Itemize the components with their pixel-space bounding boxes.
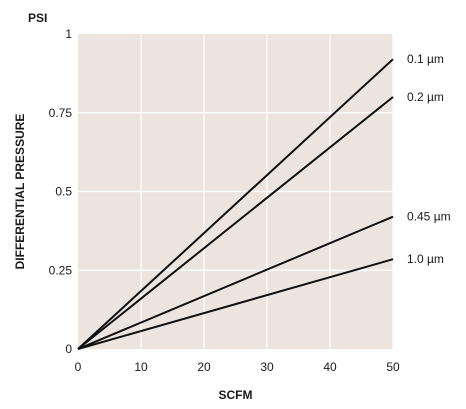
axis-layer: 0 10 20 30 40 50 0 0.25 0.5 0.75 1	[49, 27, 400, 374]
grid-layer	[78, 34, 394, 349]
x-tick-label: 0	[75, 360, 82, 374]
series-label: 0.1 µm	[407, 52, 444, 66]
label-layer: 0.1 µm 0.2 µm 0.45 µm 1.0 µm	[407, 52, 451, 266]
y-tick-label: 0.25	[49, 263, 73, 277]
x-tick-label: 20	[197, 360, 211, 374]
series-line	[77, 58, 394, 350]
series-line	[77, 258, 394, 350]
y-axis-title: DIFFERENTIAL PRESSURE	[13, 114, 27, 270]
series-layer	[77, 58, 394, 350]
series-line	[77, 96, 394, 350]
y-tick-label: 1	[65, 27, 72, 41]
x-tick-label: 40	[323, 360, 337, 374]
y-tick-label: 0.5	[55, 185, 72, 199]
x-tick-label: 30	[260, 360, 274, 374]
x-tick-label: 10	[134, 360, 148, 374]
x-tick-label: 50	[386, 360, 400, 374]
y-units-label: PSI	[28, 11, 47, 25]
series-label: 0.45 µm	[407, 210, 451, 224]
y-tick-label: 0.75	[49, 106, 73, 120]
series-line	[77, 215, 394, 350]
y-tick-label: 0	[65, 342, 72, 356]
series-label: 1.0 µm	[407, 252, 444, 266]
series-label: 0.2 µm	[407, 90, 444, 104]
x-axis-title: SCFM	[219, 388, 253, 402]
